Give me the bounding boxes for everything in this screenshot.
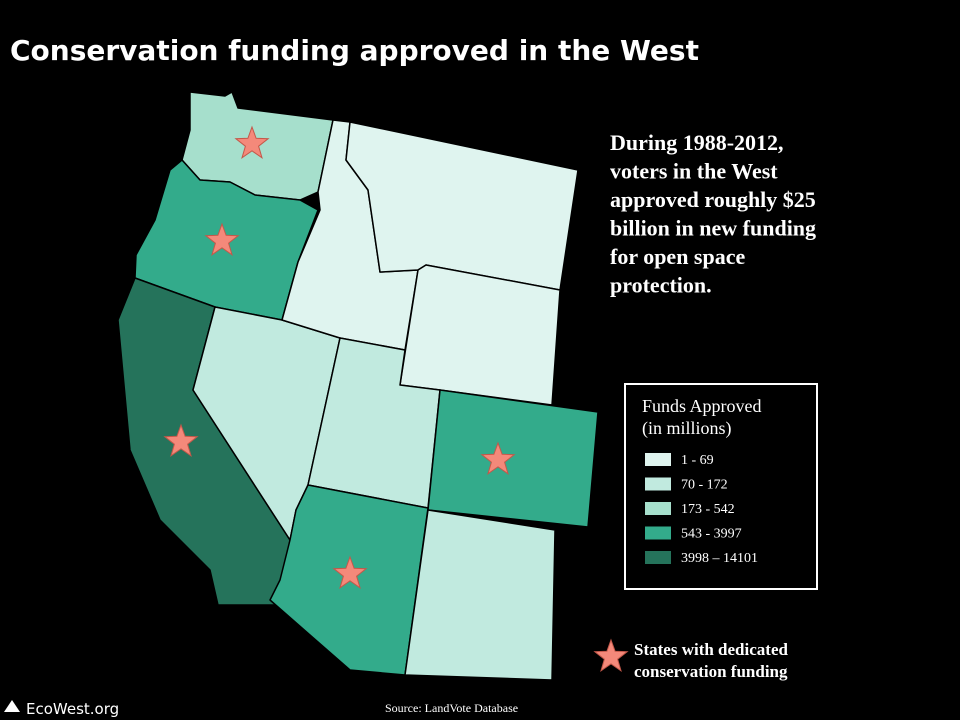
legend-label: 1 - 69 [681,453,714,468]
legend: Funds Approved(in millions) 1 - 69 70 - 17… [642,396,762,566]
annotation-line: During 1988-2012, [610,130,784,155]
legend-swatch [645,502,671,515]
legend-swatch [645,477,671,491]
legend-label: 543 - 3997 [681,527,742,542]
logo: EcoWest.org [26,700,119,718]
legend-title: (in millions) [642,418,732,439]
legend-label: 173 - 542 [681,502,735,517]
state [427,389,599,528]
star-legend: States with dedicated conservation fundin… [634,640,788,681]
title: Conservation funding approved in the Wes… [10,34,699,67]
annotation-line: protection. [610,273,712,298]
legend-swatch [645,526,671,540]
star-legend-label: conservation funding [634,662,788,681]
annotation: During 1988-2012, voters in the West appro… [610,130,816,298]
legend-swatch [645,551,671,564]
annotation-line: approved roughly $25 [610,187,816,212]
annotation-line: for open space [610,244,745,269]
state [404,509,556,681]
states [117,91,599,681]
legend-title: Funds Approved [642,396,762,416]
state [399,264,561,406]
legend-label: 70 - 172 [681,478,728,493]
legend-label: 3998 – 14101 [681,551,758,566]
logo-icon [4,700,20,712]
annotation-line: billion in new funding [610,216,816,241]
star-legend-label: States with dedicated [634,640,788,659]
source: Source: LandVote Database [385,701,518,715]
annotation-line: voters in the West [610,159,778,184]
legend-swatch [645,453,671,466]
